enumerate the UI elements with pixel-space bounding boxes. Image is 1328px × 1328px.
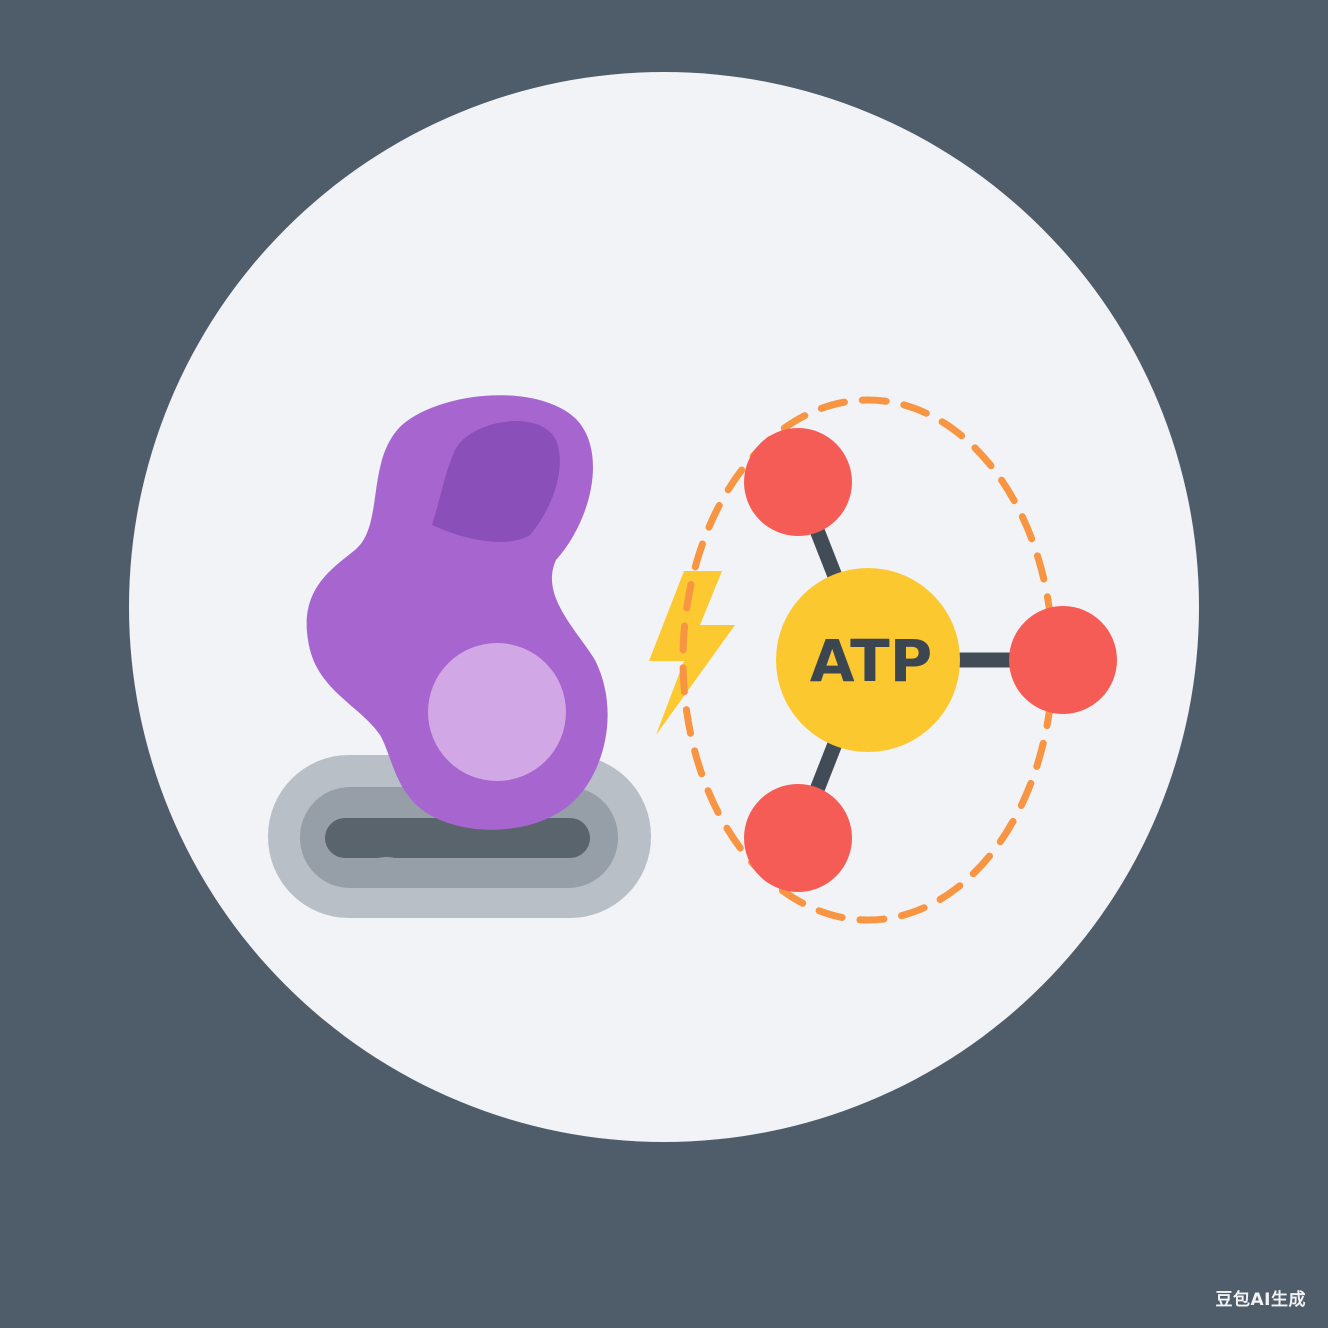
lightning-bolt-icon xyxy=(649,571,735,735)
watermark: 豆包AI生成 xyxy=(1215,1290,1306,1310)
atp-molecule-icon: ATP xyxy=(744,428,1117,892)
atp-core xyxy=(776,568,960,752)
enzyme-groove xyxy=(432,421,560,542)
phosphate-bottom xyxy=(744,784,852,892)
membrane-slot-notch xyxy=(362,857,414,878)
badge-circle xyxy=(129,72,1199,1142)
active-site xyxy=(428,643,566,781)
phosphate-right xyxy=(1009,606,1117,714)
phosphate-top xyxy=(744,428,852,536)
atp-label: ATP xyxy=(810,627,932,695)
enzyme-blob-icon xyxy=(306,395,608,830)
